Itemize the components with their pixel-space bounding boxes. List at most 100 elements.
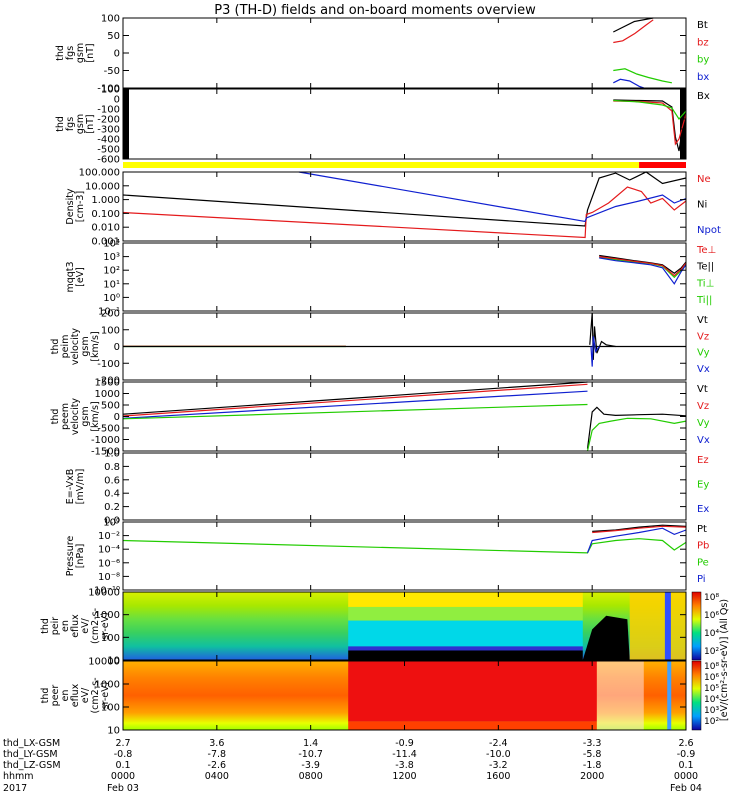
y-axis-label: fgs xyxy=(65,46,76,60)
y-tick-label: 10¹ xyxy=(103,279,120,290)
mode-segment xyxy=(639,162,686,168)
y-tick-label: 0.0 xyxy=(104,516,120,527)
colorbar-tick: 10² xyxy=(704,647,719,657)
axis-row-value: -0.9 xyxy=(395,738,414,749)
legend-entry: by xyxy=(697,55,709,66)
y-tick-label: 0 xyxy=(114,49,120,60)
legend-entry: Vy xyxy=(697,348,710,359)
axis-end-date: Feb 04 xyxy=(670,783,702,794)
legend-entry: Vx xyxy=(697,435,710,446)
axis-row-value: 0800 xyxy=(299,771,323,782)
series-burstv xyxy=(590,336,600,367)
y-axis-label: eflux xyxy=(70,614,81,638)
y-axis-label: thd xyxy=(40,688,51,704)
y-axis-label: [km/s] xyxy=(90,401,101,431)
heatmap-band xyxy=(667,661,672,730)
colorbar-tick: 10² xyxy=(704,717,719,727)
y-axis-label: velocity xyxy=(70,398,81,436)
y-axis-label: [mV/m] xyxy=(75,469,86,505)
panel-mode_bar xyxy=(123,162,686,168)
legend-entry: Ti|| xyxy=(696,295,712,306)
y-tick-label: -500 xyxy=(97,145,120,156)
axis-row-value: -2.4 xyxy=(489,738,508,749)
y-tick-label: 10⁻¹ xyxy=(98,307,120,318)
colorbar-tick: 10⁴ xyxy=(704,695,719,705)
y-tick-label: 10⁻⁸ xyxy=(98,572,120,583)
y-axis-label: thd xyxy=(50,339,61,355)
y-axis-label: [nT] xyxy=(85,43,96,62)
panel-peir_en_eflux: 10⁸ 10⁶ 10⁴ 10² 10000 1000 100 10 thd peir en eflux… xyxy=(40,588,719,667)
y-tick-label: 200 xyxy=(101,309,120,320)
y-axis-label: en xyxy=(60,620,71,632)
y-tick-label: 10³ xyxy=(103,252,120,263)
y-tick-label: 0.001 xyxy=(91,237,120,248)
y-tick-label: 10⁴ xyxy=(103,239,120,250)
y-tick-label: 10⁻⁶ xyxy=(98,558,120,569)
axis-row-label: thd_LX-GSM xyxy=(3,738,60,749)
colorbar-tick: 10⁴ xyxy=(704,629,719,639)
axis-row-value: -5.8 xyxy=(583,749,602,760)
panel-fgs_gsm: 100 50 0 -50 -100 thd fgs gsm [nT] Bt bz by bx xyxy=(55,14,709,95)
legend-entry: Vt xyxy=(697,315,708,326)
axis-row-value: 2.7 xyxy=(115,738,130,749)
colorbar-tick: 10³ xyxy=(704,706,719,716)
axis-row-value: -2.6 xyxy=(208,760,227,771)
series-vt xyxy=(122,381,588,415)
legend-entry: Ne xyxy=(697,174,711,185)
axis-row-value: -3.2 xyxy=(489,760,508,771)
axis-row-value: -0.9 xyxy=(677,749,696,760)
series-vy xyxy=(122,403,588,420)
colorbar-tick: 10⁸ xyxy=(704,662,719,672)
panel-pressure: 10⁰ 10⁻² 10⁻⁴ 10⁻⁶ 10⁻⁸ 10⁻¹⁰ Pressure [nPa] Pt P… xyxy=(65,518,709,597)
series-bz xyxy=(613,19,654,44)
series-pi xyxy=(586,527,687,554)
heatmap-band xyxy=(629,592,686,660)
axis-row-value: 1200 xyxy=(392,771,416,782)
axis-row-value: -10.7 xyxy=(298,749,323,760)
y-tick-label: 1000 xyxy=(95,610,120,621)
axis-row-value: 2.6 xyxy=(678,738,693,749)
y-tick-label: 10² xyxy=(103,266,120,277)
axis-row-value: -7.8 xyxy=(208,749,227,760)
y-axis-label: [cm-3] xyxy=(75,191,86,222)
y-tick-label: 0.2 xyxy=(104,502,120,513)
axis-row-value: -0.8 xyxy=(114,749,133,760)
heatmap-band xyxy=(348,650,583,660)
panel-efield: 1.0 0.8 0.6 0.4 0.2 0.0 E=-VxB [mV/m] Ez Ey Ex xyxy=(65,449,709,527)
legend-entry: Vz xyxy=(697,401,709,412)
y-tick-label: 50 xyxy=(107,31,120,42)
legend-entry: Vx xyxy=(697,364,710,375)
y-tick-label: -50 xyxy=(104,66,120,77)
axis-row-value: -3.9 xyxy=(301,760,320,771)
colorbar xyxy=(691,591,702,661)
y-axis-label: mqqt3 xyxy=(65,261,76,292)
y-tick-label: -400 xyxy=(97,135,120,146)
legend-entry: bz xyxy=(697,37,709,48)
axis-row-value: 0000 xyxy=(674,771,698,782)
series-burstk xyxy=(586,406,687,449)
y-axis-label: thd xyxy=(55,45,66,61)
colorbar-tick: 10⁶ xyxy=(704,611,719,621)
y-axis-label: eV/ xyxy=(80,617,91,633)
axis-row-value: 1600 xyxy=(486,771,510,782)
y-axis-label: [nT] xyxy=(85,114,96,133)
panel-mom_temp: 10⁴ 10³ 10² 10¹ 10⁰ 10⁻¹ mqqt3 [eV] Te⊥ Te|| Ti⊥ Ti… xyxy=(65,239,716,318)
y-tick-label: 10 xyxy=(107,726,120,737)
axis-row-value: 1.4 xyxy=(303,738,318,749)
panel-background xyxy=(123,89,686,159)
y-tick-label: 100 xyxy=(101,703,120,714)
colorbar-tick: 10⁸ xyxy=(704,593,719,603)
plot-title: P3 (TH-D) fields and on-board moments ov… xyxy=(214,3,536,18)
y-tick-label: 10000 xyxy=(88,588,120,599)
colorbar-tick: 10⁵ xyxy=(704,684,719,694)
y-axis-label: gsm xyxy=(80,336,91,356)
colorbar-tick: 10⁶ xyxy=(704,673,719,683)
mode-segment xyxy=(123,162,640,168)
y-axis-label: Pressure xyxy=(65,536,76,577)
series-bx xyxy=(613,78,645,89)
y-tick-label: -500 xyxy=(97,424,120,435)
legend-entry: Ey xyxy=(697,480,709,491)
legend-entry: Vt xyxy=(697,384,708,395)
